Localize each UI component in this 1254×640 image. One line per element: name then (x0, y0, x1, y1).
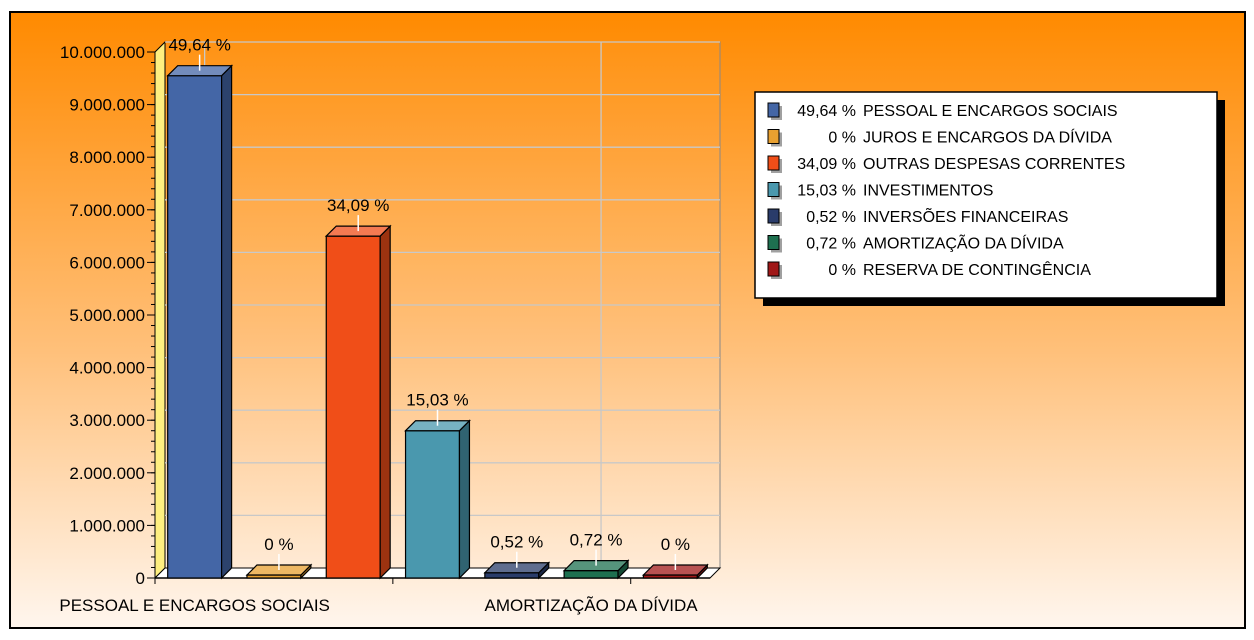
bar: 0 % (641, 535, 709, 580)
legend-swatch (767, 102, 780, 118)
legend-percent: 15,03 % (797, 183, 856, 200)
legend-label: PESSOAL E ENCARGOS SOCIAIS (863, 103, 1118, 120)
legend-box (754, 91, 1218, 299)
legend-percent: 0 % (828, 262, 856, 279)
bar-side (458, 419, 471, 580)
y-tick-label: 1.000.000 (69, 516, 145, 535)
bar: 49,64 % (166, 36, 234, 580)
data-label: 34,09 % (327, 196, 389, 215)
y-tick-label: 2.000.000 (69, 464, 145, 483)
legend-item: 0 % JUROS E ENCARGOS DA DÍVIDA (767, 128, 1112, 147)
bar: 0,52 % (483, 533, 551, 580)
legend-label: RESERVA DE CONTINGÊNCIA (863, 260, 1091, 279)
bar-side (221, 64, 233, 580)
legend-swatch (767, 155, 780, 171)
legend-percent: 49,64 % (797, 103, 856, 120)
y-tick-label: 0 (136, 569, 145, 588)
y-tick-label: 6.000.000 (69, 253, 145, 272)
bar-front (563, 570, 619, 579)
bar: 0,72 % (562, 531, 630, 580)
legend-item: 0,72 % AMORTIZAÇÃO DA DÍVIDA (767, 233, 1064, 253)
bar-front (484, 572, 540, 579)
legend-item: 0,52 % INVERSÕES FINANCEIRAS (767, 206, 1068, 226)
y-tick-label: 4.000.000 (69, 359, 145, 378)
data-label: 0,72 % (570, 531, 623, 550)
legend-item: 15,03 % INVESTIMENTOS (767, 182, 993, 200)
legend-item: 0 % RESERVA DE CONTINGÊNCIA (767, 260, 1091, 279)
bar: 15,03 % (404, 391, 471, 580)
bar: 34,09 % (324, 196, 392, 580)
plot-area: 0 1.000.000 2.000.000 3.000.000 4.000.000 5.0… (59, 36, 722, 615)
legend-swatch (767, 182, 780, 197)
bar-front (325, 235, 381, 579)
bar-side (379, 224, 391, 580)
x-tick-label: AMORTIZAÇÃO DA DÍVIDA (484, 596, 698, 615)
bar-front (167, 75, 223, 579)
legend-label: INVESTIMENTOS (863, 183, 993, 200)
y-tick-label: 10.000.000 (60, 43, 145, 62)
bar: 0 % (245, 535, 313, 580)
y-tick-label: 9.000.000 (69, 96, 145, 115)
side-wall (154, 40, 166, 580)
legend-item: 49,64 % PESSOAL E ENCARGOS SOCIAIS (767, 102, 1118, 120)
data-label: 49,64 % (168, 36, 230, 55)
y-tick-label: 7.000.000 (69, 201, 145, 220)
legend-swatch (767, 261, 780, 277)
data-label: 0,52 % (490, 533, 543, 552)
legend-percent: 0,72 % (806, 236, 856, 253)
y-tick-label: 5.000.000 (69, 306, 145, 325)
legend-swatch (767, 208, 780, 224)
data-label: 0 % (264, 535, 293, 554)
y-tick-label: 3.000.000 (69, 411, 145, 430)
legend-label: JUROS E ENCARGOS DA DÍVIDA (863, 128, 1112, 147)
legend-percent: 0 % (828, 130, 856, 147)
data-label: 15,03 % (406, 391, 468, 410)
bar-front (404, 430, 461, 579)
legend-percent: 0,52 % (806, 209, 856, 226)
legend-swatch (767, 235, 780, 250)
data-label: 0 % (661, 535, 690, 554)
legend: 49,64 % PESSOAL E ENCARGOS SOCIAIS 0 % JURO… (754, 91, 1225, 306)
legend-label: AMORTIZAÇÃO DA DÍVIDA (863, 233, 1064, 253)
y-tick-label: 8.000.000 (69, 148, 145, 167)
legend-label: OUTRAS DESPESAS CORRENTES (863, 156, 1125, 173)
x-tick-label: PESSOAL E ENCARGOS SOCIAIS (59, 596, 330, 615)
legend-label: INVERSÕES FINANCEIRAS (863, 206, 1068, 226)
legend-percent: 34,09 % (797, 156, 856, 173)
legend-item: 34,09 % OUTRAS DESPESAS CORRENTES (767, 155, 1125, 173)
legend-swatch (767, 129, 780, 144)
